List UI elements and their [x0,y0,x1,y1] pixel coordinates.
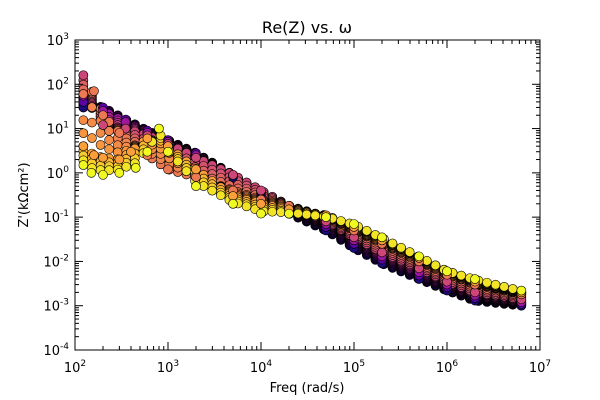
scatter-point [87,117,97,128]
scatter-point [181,166,192,176]
data-point [142,146,153,157]
scatter-point [87,133,97,143]
data-point [78,70,89,81]
scatter-point [301,209,312,220]
scatter-point [121,161,132,172]
scatter-point [104,144,114,155]
x-tick-label: 105 [343,359,365,376]
scatter-point [336,216,346,226]
scatter-point [430,260,441,271]
scatter-point [456,270,467,281]
data-point [98,170,108,180]
scatter-point [215,190,226,201]
data-point [256,199,266,209]
data-point [284,208,294,219]
scatter-point [207,185,217,196]
data-point [228,170,238,180]
data-point [377,247,387,258]
data-point [377,232,387,243]
data-point [89,86,99,96]
plot-frame [74,39,541,351]
data-point [191,181,201,191]
data-point [516,285,527,296]
data-point [78,89,89,99]
scatter-point [361,226,372,236]
data-point [114,168,125,178]
x-tick-label: 104 [250,359,273,376]
scatter-point [507,284,518,294]
scatter-point [482,277,492,288]
plot-points [78,70,527,311]
scatter-point [267,206,278,217]
data-point [228,199,238,209]
scatter-point [387,238,398,249]
data-point [321,212,331,222]
scatter-point [293,208,303,219]
data-point [89,150,99,161]
scatter-point [95,140,106,150]
data-point [191,164,201,175]
data-point [414,251,424,262]
data-point [86,168,97,178]
chart-title: Re(Z) vs. ω [262,18,352,37]
data-point [349,219,359,229]
y-tick-label: 10-1 [43,209,69,226]
data-point [470,274,480,284]
data-point [256,185,266,196]
scatter-point [173,156,183,167]
data-point [114,154,125,165]
axis-ticks: 102 103 104 105 106 107 10-4 10-3 10-2 10-1 100 101… [43,32,551,376]
scatter-point [490,279,501,290]
data-point [154,123,164,134]
y-tick-label: 103 [47,32,69,49]
y-tick-label: 102 [47,76,69,93]
data-point [78,160,89,170]
data-point [126,146,136,157]
data-point [98,120,108,130]
x-tick-label: 103 [157,359,179,376]
data-point [98,110,108,121]
data-point [114,128,125,138]
data-point [98,152,108,163]
data-point [163,164,173,175]
data-point [130,163,141,173]
scatter-point [87,102,97,112]
y-tick-label: 101 [47,121,69,138]
y-axis-label: Z'(kΩcm²) [17,162,32,227]
y-tick-label: 10-3 [43,298,69,315]
x-tick-label: 106 [436,359,459,376]
scatter-point [241,201,252,212]
data-point [256,208,266,219]
data-point [191,152,201,163]
scatter-point [404,247,415,257]
x-tick-label: 102 [64,359,86,376]
x-tick-label: 107 [529,359,551,376]
scatter-point [310,210,321,221]
y-tick-label: 10-4 [43,342,69,359]
scatter-point [78,115,89,125]
x-axis-label: Freq (rad/s) [270,381,345,396]
scatter-point [499,282,509,292]
data-point [142,133,153,144]
data-point [78,141,89,151]
data-point [442,266,452,277]
scatter-point [276,207,286,217]
scatter-point [78,128,89,138]
scatter-point [396,242,406,253]
data-point [163,146,173,157]
scatter-point [104,135,114,145]
y-tick-label: 10-2 [43,253,69,270]
y-tick-label: 100 [47,165,70,182]
